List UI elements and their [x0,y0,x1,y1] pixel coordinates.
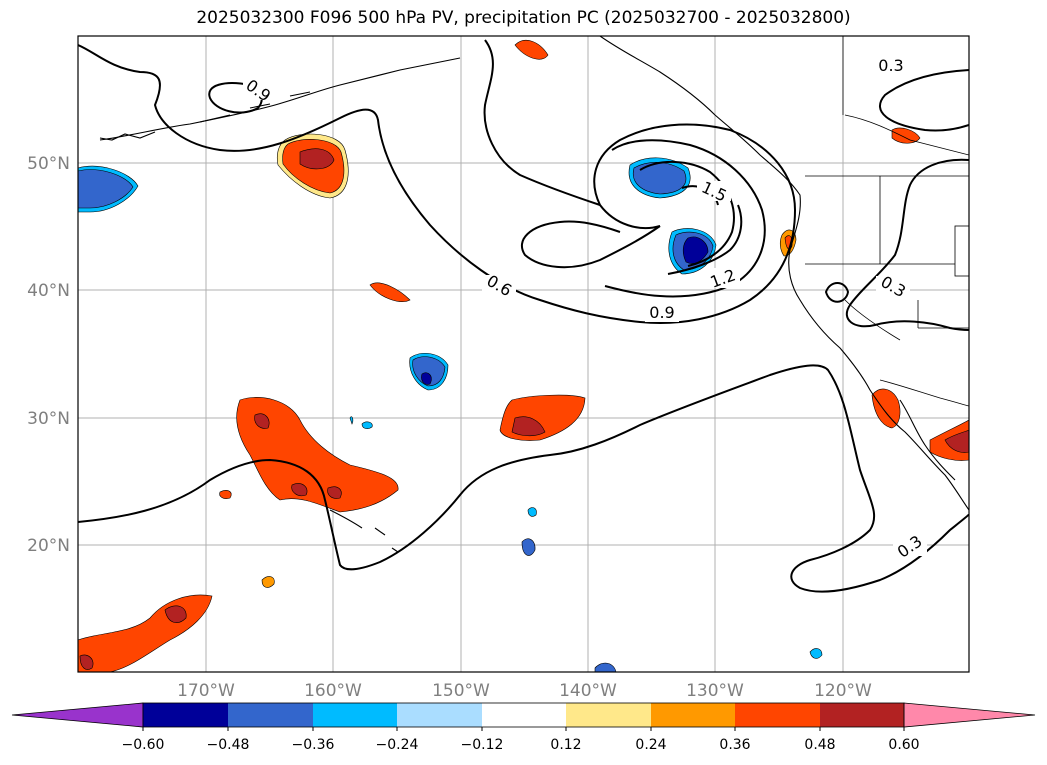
lon-label-150w: 150°W [432,681,490,701]
colorbar-tick-3: −0.24 [376,737,419,753]
lat-label-30n: 30°N [27,409,70,429]
lon-label-160w: 160°W [304,681,362,701]
colorbar-segment-5 [482,703,566,727]
colorbar-segment-9 [820,703,904,727]
colorbar-tick-6: 0.24 [635,737,666,753]
map-area [78,36,969,672]
political-boundaries [805,36,969,407]
colorbar-tick-9: 0.60 [888,737,919,753]
contour-label-0.9-south: 0.9 [649,303,674,322]
colorbar-segment-1 [143,703,228,727]
colorbar-segment-4 [397,703,482,727]
colorbar-extend-max [903,702,1036,728]
colorbar-tick-2: −0.36 [292,737,335,753]
colorbar-segment-3 [313,703,397,727]
colorbar: −0.60 −0.48 −0.36 −0.24 −0.12 0.12 0.24 … [11,702,1036,753]
lat-label-20n: 20°N [27,536,70,556]
colorbar-segment-2 [228,703,313,727]
colorbar-tick-5: 0.12 [550,737,581,753]
colorbar-segment-6 [566,703,651,727]
colorbar-segment-7 [651,703,735,727]
lon-label-130w: 130°W [686,681,744,701]
precip-negative-areas [78,157,823,672]
map-frame [77,35,970,673]
map-title: 2025032300 F096 500 hPa PV, precipitatio… [196,8,851,28]
contour-label-0.3-north: 0.3 [878,56,903,75]
colorbar-tick-7: 0.36 [719,737,750,753]
longitude-labels: 170°W 160°W 150°W 140°W 130°W 120°W [177,681,872,701]
colorbar-tick-8: 0.48 [804,737,835,753]
colorbar-frame [142,702,905,728]
lon-label-170w: 170°W [177,681,235,701]
precip-positive-areas [78,40,969,672]
lon-label-140w: 140°W [559,681,617,701]
colorbar-tick-4: −0.12 [461,737,504,753]
latitude-labels: 50°N 40°N 30°N 20°N [27,154,70,556]
lat-label-40n: 40°N [27,281,70,301]
lon-label-120w: 120°W [814,681,872,701]
lat-label-50n: 50°N [27,154,70,174]
colorbar-extend-min [11,702,144,728]
colorbar-tick-1: −0.48 [207,737,250,753]
coastlines [99,36,969,553]
colorbar-segment-8 [735,703,820,727]
pv-contours [78,39,969,593]
colorbar-tick-0: −0.60 [122,737,165,753]
